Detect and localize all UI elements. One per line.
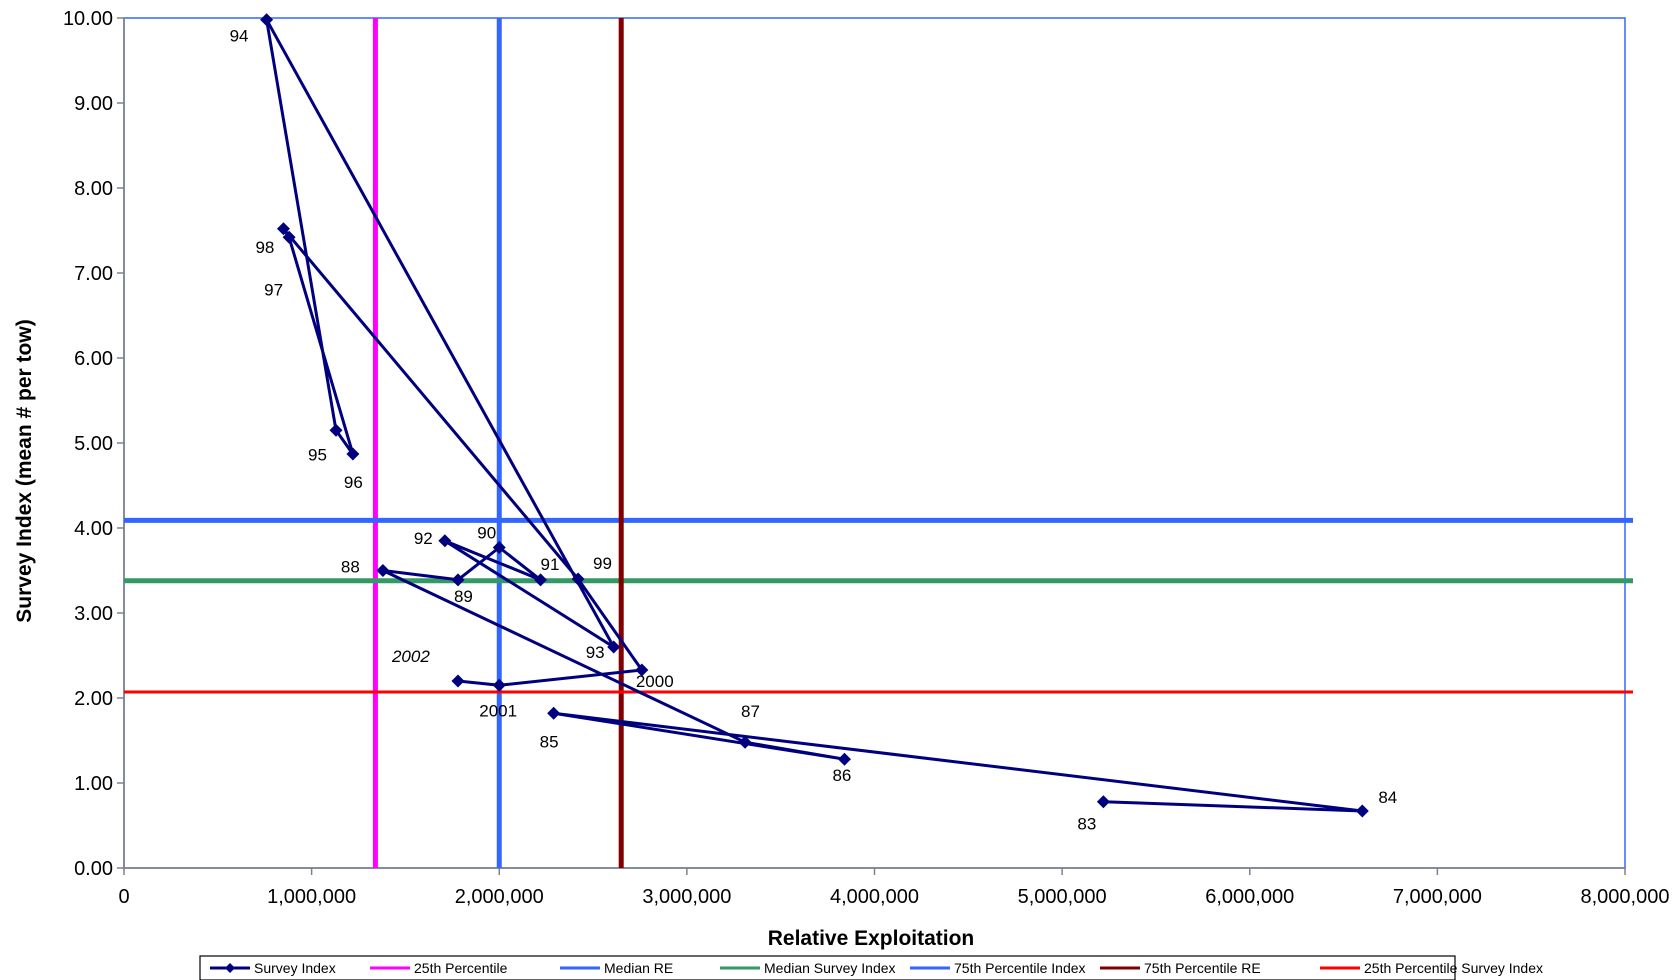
point-label-83: 83 (1077, 815, 1096, 834)
y-tick-label: 1.00 (74, 773, 113, 795)
point-label-2002: 2002 (391, 647, 430, 666)
data-point-99 (571, 572, 585, 586)
survey-index-series (260, 13, 1369, 818)
y-tick-label: 3.00 (74, 603, 113, 625)
point-label-98: 98 (255, 238, 274, 257)
data-point-86 (837, 752, 851, 766)
data-point-91 (534, 573, 548, 587)
y-tick-label: 4.00 (74, 518, 113, 540)
point-label-84: 84 (1378, 788, 1397, 807)
point-label-2001: 2001 (479, 701, 517, 720)
data-point-98 (276, 222, 290, 236)
x-tick-label: 0 (118, 886, 129, 908)
data-point-96 (346, 447, 360, 461)
data-point-84 (1355, 804, 1369, 818)
point-label-93: 93 (586, 643, 605, 662)
x-tick-label: 4,000,000 (830, 886, 919, 908)
legend-item-25th-percentile-survey-index: 25th Percentile Survey Index (1320, 960, 1543, 976)
survey-index-line (265, 18, 1364, 813)
point-label-86: 86 (832, 766, 851, 785)
data-point-2000 (635, 663, 649, 677)
legend-label: 25th Percentile (414, 960, 508, 976)
legend-item-median-survey-index: Median Survey Index (720, 960, 896, 976)
y-tick-label: 10.00 (63, 8, 113, 30)
reference-lines (124, 18, 1633, 868)
x-tick-label: 6,000,000 (1205, 886, 1294, 908)
legend-label: Survey Index (254, 960, 336, 976)
legend-label: Median RE (604, 960, 673, 976)
legend-item-75th-percentile-index: 75th Percentile Index (910, 960, 1086, 976)
point-label-95: 95 (308, 445, 327, 464)
data-point-93 (607, 640, 621, 654)
legend-item-median-re: Median RE (560, 960, 673, 976)
x-tick-label: 7,000,000 (1393, 886, 1482, 908)
point-label-2000: 2000 (636, 672, 674, 691)
point-label-90: 90 (477, 524, 496, 543)
point-label-89: 89 (454, 587, 473, 606)
y-axis-title: Survey Index (mean # per tow) (13, 319, 36, 622)
y-tick-label: 5.00 (74, 433, 113, 455)
y-tick-label: 6.00 (74, 348, 113, 370)
data-point-94 (260, 13, 274, 27)
point-label-88: 88 (341, 558, 360, 577)
data-point-83 (1096, 795, 1110, 809)
data-point-85 (547, 706, 561, 720)
legend-label: Median Survey Index (764, 960, 896, 976)
legend-item-75th-percentile-re: 75th Percentile RE (1100, 960, 1261, 976)
data-point-88 (376, 564, 390, 577)
x-tick-label: 8,000,000 (1581, 886, 1670, 908)
data-point-97 (282, 230, 296, 244)
y-axis-ticks: 0.00 1.00 2.00 3.00 4.00 5.00 6.00 7.00 8.00 9.00… (63, 8, 124, 880)
x-tick-label: 3,000,000 (642, 886, 731, 908)
legend-item-25th-percentile: 25th Percentile (370, 960, 508, 976)
point-label-92: 92 (414, 529, 433, 548)
x-tick-label: 5,000,000 (1018, 886, 1107, 908)
legend: Survey Index 25th Percentile Median RE Medi… (199, 955, 1543, 980)
point-label-87: 87 (741, 702, 760, 721)
y-tick-label: 7.00 (74, 263, 113, 285)
y-tick-label: 8.00 (74, 178, 113, 200)
data-point-87 (738, 735, 752, 749)
point-label-96: 96 (344, 473, 363, 492)
y-tick-label: 0.00 (74, 858, 113, 880)
legend-label: 75th Percentile RE (1144, 960, 1261, 976)
point-label-97: 97 (264, 280, 283, 299)
point-label-94: 94 (230, 27, 249, 46)
x-tick-label: 2,000,000 (455, 886, 544, 908)
legend-item-survey-index: Survey Index (210, 960, 336, 976)
point-labels: 83 84 85 86 87 88 89 90 91 92 93 94 95 96 97 98 99 2000 20… (230, 27, 1398, 834)
legend-label: 25th Percentile Survey Index (1364, 960, 1543, 976)
x-tick-label: 1,000,000 (267, 886, 356, 908)
data-point-95 (329, 423, 343, 437)
x-axis-title: Relative Exploitation (768, 927, 975, 950)
point-label-91: 91 (541, 555, 560, 574)
y-tick-label: 9.00 (74, 93, 113, 115)
x-axis-ticks: 0 1,000,000 2,000,000 3,000,000 4,000,000 5,0… (118, 868, 1669, 908)
data-point-89 (451, 573, 465, 587)
point-label-85: 85 (540, 732, 559, 751)
data-point-90 (492, 541, 506, 555)
data-point-2002 (451, 674, 465, 688)
point-label-99: 99 (593, 554, 612, 573)
legend-marker (225, 963, 235, 973)
legend-label: 75th Percentile Index (954, 960, 1086, 976)
data-point-2001 (492, 678, 506, 692)
data-point-92 (438, 534, 452, 548)
y-tick-label: 2.00 (74, 688, 113, 710)
